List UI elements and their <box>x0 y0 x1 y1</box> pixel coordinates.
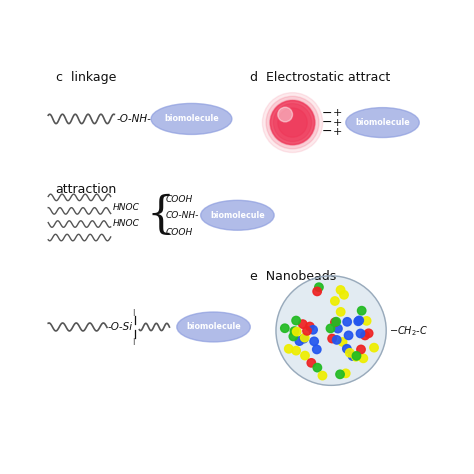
Circle shape <box>337 286 345 294</box>
Circle shape <box>326 324 335 333</box>
Circle shape <box>292 346 301 355</box>
Text: +: + <box>333 118 342 128</box>
Circle shape <box>352 352 361 360</box>
Circle shape <box>318 372 327 380</box>
Circle shape <box>334 324 342 333</box>
Circle shape <box>295 337 304 346</box>
Text: c  linkage: c linkage <box>55 72 116 84</box>
Circle shape <box>331 297 339 305</box>
Ellipse shape <box>177 312 250 342</box>
Text: biomolecule: biomolecule <box>164 114 219 123</box>
Text: −: − <box>322 116 333 129</box>
Text: |: | <box>132 338 135 345</box>
Text: COOH: COOH <box>166 228 193 237</box>
Text: attraction: attraction <box>55 183 117 196</box>
Circle shape <box>359 354 367 363</box>
Text: +: + <box>333 109 342 118</box>
Circle shape <box>336 370 344 379</box>
Circle shape <box>315 283 323 292</box>
Circle shape <box>363 317 371 325</box>
Text: biomolecule: biomolecule <box>355 118 410 127</box>
Circle shape <box>301 333 309 342</box>
Circle shape <box>346 349 354 357</box>
Circle shape <box>271 100 315 145</box>
Circle shape <box>341 369 350 378</box>
Text: −: − <box>322 125 333 138</box>
Ellipse shape <box>151 103 232 135</box>
Circle shape <box>292 316 301 325</box>
Circle shape <box>301 351 309 360</box>
Circle shape <box>310 337 319 346</box>
Circle shape <box>343 345 351 353</box>
Circle shape <box>263 92 323 153</box>
Circle shape <box>281 324 289 332</box>
Circle shape <box>361 331 369 340</box>
Circle shape <box>354 317 363 326</box>
Circle shape <box>357 307 366 315</box>
Text: {: { <box>146 194 175 237</box>
Circle shape <box>292 328 301 336</box>
Text: −: − <box>322 107 333 120</box>
Circle shape <box>300 335 308 343</box>
Circle shape <box>313 287 321 296</box>
Circle shape <box>344 331 353 339</box>
Text: CO-NH-: CO-NH- <box>166 211 199 220</box>
Circle shape <box>357 345 365 354</box>
Circle shape <box>370 344 378 352</box>
Circle shape <box>284 345 293 353</box>
Circle shape <box>340 291 348 299</box>
Circle shape <box>289 332 298 341</box>
Circle shape <box>338 338 347 346</box>
Circle shape <box>355 316 364 325</box>
Circle shape <box>306 322 314 331</box>
Circle shape <box>278 108 307 137</box>
Circle shape <box>365 329 373 337</box>
Circle shape <box>348 352 357 360</box>
Text: +: + <box>333 127 342 137</box>
Circle shape <box>343 318 351 326</box>
Text: HNOC: HNOC <box>112 219 139 228</box>
Text: -O-NH-: -O-NH- <box>116 114 151 124</box>
Circle shape <box>312 345 321 354</box>
Text: -O-Si: -O-Si <box>108 322 133 332</box>
Text: COOH: COOH <box>166 195 193 204</box>
Text: $-CH_2$-C: $-CH_2$-C <box>389 324 428 337</box>
Circle shape <box>290 327 299 335</box>
Circle shape <box>309 326 317 334</box>
Circle shape <box>278 107 292 122</box>
Circle shape <box>276 276 386 385</box>
Text: HNOC: HNOC <box>112 203 139 212</box>
Circle shape <box>328 334 337 343</box>
Circle shape <box>332 318 340 326</box>
Circle shape <box>303 327 311 335</box>
Circle shape <box>299 320 307 328</box>
Circle shape <box>313 364 321 372</box>
Circle shape <box>307 359 316 367</box>
Circle shape <box>352 353 360 361</box>
Text: d  Electrostatic attract: d Electrostatic attract <box>250 72 391 84</box>
Circle shape <box>331 318 339 327</box>
Circle shape <box>356 329 365 337</box>
Text: biomolecule: biomolecule <box>186 322 241 331</box>
Circle shape <box>270 100 315 145</box>
Circle shape <box>266 96 319 149</box>
Circle shape <box>332 336 341 344</box>
Circle shape <box>273 104 311 142</box>
Text: e  Nanobeads: e Nanobeads <box>250 270 337 283</box>
Circle shape <box>337 308 345 316</box>
Ellipse shape <box>201 201 274 230</box>
Ellipse shape <box>346 108 419 137</box>
Text: biomolecule: biomolecule <box>210 211 265 220</box>
Text: |: | <box>132 309 135 316</box>
